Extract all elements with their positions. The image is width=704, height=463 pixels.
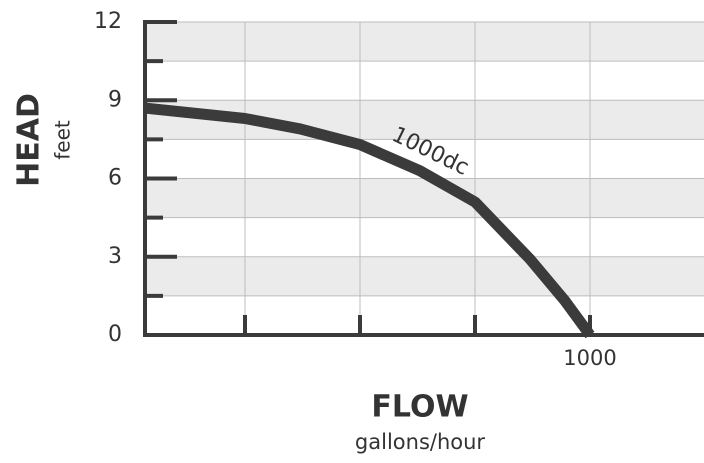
y-tick-label: 12 (94, 9, 122, 34)
y-axis-unit: feet (51, 120, 75, 160)
grid-band (145, 256, 704, 296)
grid-band (145, 22, 704, 62)
x-axis-label: FLOW (371, 390, 468, 425)
y-tick-label: 0 (108, 322, 122, 347)
x-axis-unit: gallons/hour (355, 430, 486, 454)
y-tick-label: 3 (108, 244, 122, 269)
y-axis-label: HEAD (12, 93, 47, 187)
plot-area (145, 102, 595, 339)
grid-band (145, 178, 704, 218)
series-line (145, 102, 595, 339)
y-tick-label: 9 (108, 87, 122, 112)
y-tick-label: 6 (108, 166, 122, 191)
x-tick-label: 1000 (563, 346, 616, 370)
